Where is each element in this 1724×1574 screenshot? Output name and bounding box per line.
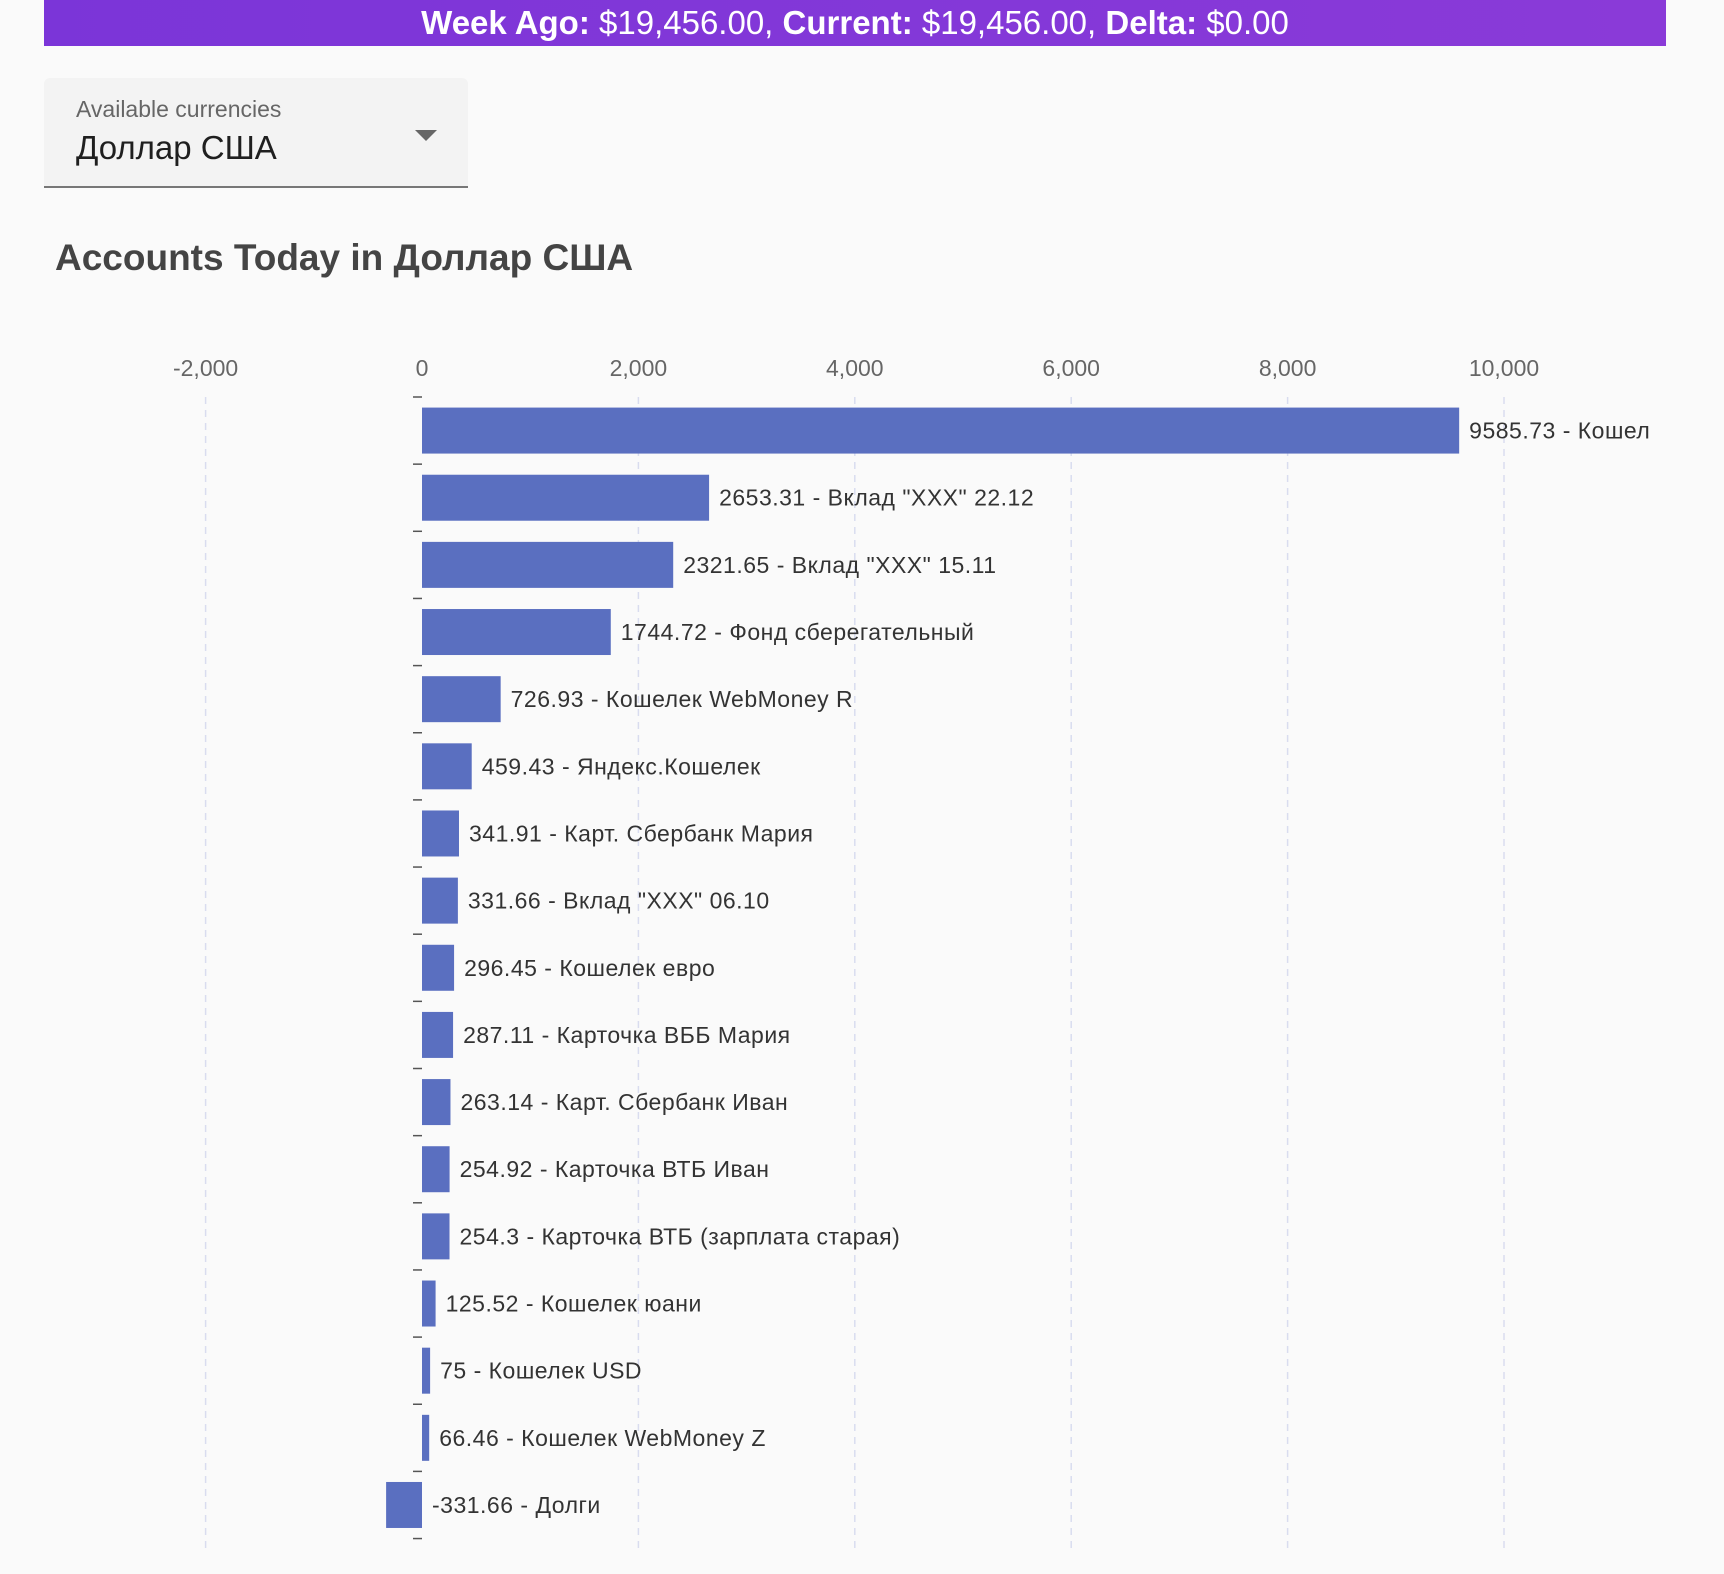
bar-data-label: 75 - Кошелек USD	[440, 1358, 642, 1384]
bar-data-label: 726.93 - Кошелек WebMoney R	[511, 686, 854, 712]
bar	[422, 1146, 450, 1193]
bar-data-label: 287.11 - Карточка ВББ Мария	[463, 1022, 791, 1048]
bar	[422, 676, 501, 723]
bar-data-label: 263.14 - Карт. Сбербанк Иван	[460, 1089, 788, 1115]
bar-data-label: -331.66 - Долги	[432, 1492, 601, 1518]
bar	[422, 743, 472, 790]
current-value: $19,456.00,	[921, 4, 1097, 41]
bar	[422, 541, 674, 588]
week-ago-value: $19,456.00,	[599, 4, 774, 41]
bar-data-label: 1744.72 - Фонд сберегательный	[621, 619, 975, 645]
bar-data-label: 331.66 - Вклад "XXX" 06.10	[468, 888, 770, 914]
week-ago-label: Week Ago:	[421, 4, 590, 41]
bar-data-label: 254.3 - Карточка ВТБ (зарплата старая)	[460, 1223, 901, 1249]
bar	[422, 1079, 451, 1126]
x-tick-label: 6,000	[1042, 355, 1100, 381]
bar-data-label: 254.92 - Карточка ВТБ Иван	[460, 1156, 770, 1182]
bar-data-label: 2321.65 - Вклад "XXX" 15.11	[683, 552, 996, 578]
currency-select-label: Available currencies	[76, 96, 282, 122]
current-label: Current:	[782, 4, 913, 41]
bar	[422, 407, 1460, 454]
bar-data-label: 296.45 - Кошелек евро	[464, 955, 715, 981]
bar	[422, 474, 710, 521]
bar-data-label: 459.43 - Яндекс.Кошелек	[482, 753, 761, 779]
bar	[422, 1347, 431, 1394]
currency-select-value: Доллар США	[76, 129, 277, 166]
bar	[386, 1481, 422, 1528]
bar-data-label: 9585.73 - Кошел	[1469, 418, 1650, 444]
bar-data-label: 66.46 - Кошелек WebMoney Z	[439, 1425, 766, 1451]
bar	[422, 1414, 430, 1461]
bar-data-label: 341.91 - Карт. Сбербанк Мария	[469, 820, 814, 846]
summary-bar: Week Ago: $19,456.00, Current: $19,456.0…	[44, 0, 1666, 46]
x-tick-label: 4,000	[826, 355, 884, 381]
currency-select[interactable]: Available currencies Доллар США	[44, 78, 468, 188]
delta-label: Delta:	[1105, 4, 1198, 41]
bar	[422, 944, 455, 991]
bar-data-label: 125.52 - Кошелек юани	[446, 1291, 702, 1317]
x-tick-label: 10,000	[1469, 355, 1539, 381]
x-tick-label: -2,000	[173, 355, 238, 381]
bar	[422, 609, 611, 656]
chart-title: Accounts Today in Доллар США	[55, 237, 634, 278]
bar	[422, 810, 459, 857]
x-tick-label: 8,000	[1259, 355, 1317, 381]
delta-value: $0.00	[1206, 4, 1289, 41]
bar-data-label: 2653.31 - Вклад "XXX" 22.12	[719, 485, 1034, 511]
chevron-down-icon[interactable]	[415, 130, 437, 141]
bar	[422, 1280, 436, 1327]
bar	[422, 877, 458, 924]
bar	[422, 1213, 450, 1260]
bar	[422, 1011, 454, 1058]
x-tick-label: 2,000	[610, 355, 668, 381]
x-tick-label: 0	[416, 355, 429, 381]
